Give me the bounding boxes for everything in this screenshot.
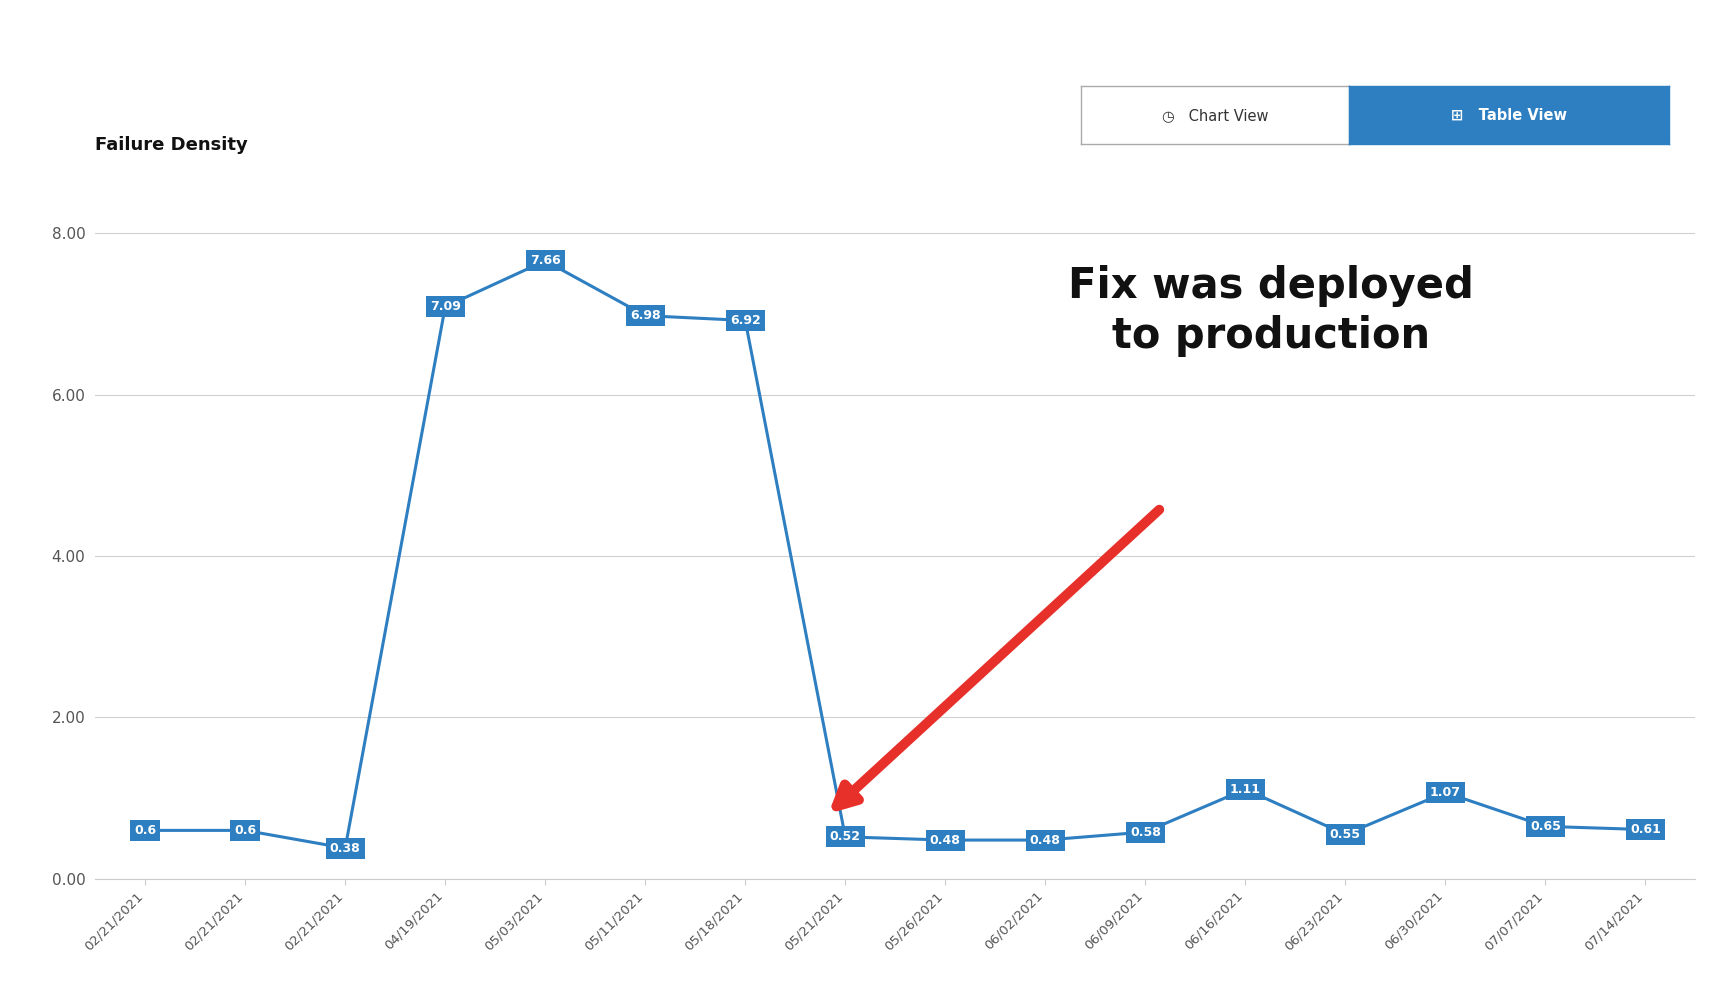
Text: 0.38: 0.38 <box>330 842 360 855</box>
Text: Performance Visualization: Performance Visualization <box>21 18 432 47</box>
Text: ⊞   Table View: ⊞ Table View <box>1451 107 1567 123</box>
Text: 0.6: 0.6 <box>135 824 156 837</box>
Text: 0.58: 0.58 <box>1130 825 1161 838</box>
Text: 0.55: 0.55 <box>1330 828 1362 841</box>
Text: 0.6: 0.6 <box>234 824 256 837</box>
Text: 0.61: 0.61 <box>1630 823 1661 836</box>
Text: Datasets  ▾: Datasets ▾ <box>1554 24 1656 43</box>
Text: 6.92: 6.92 <box>730 314 761 327</box>
Text: 7.09: 7.09 <box>429 300 460 313</box>
Text: 0.48: 0.48 <box>929 833 960 847</box>
Text: 1.11: 1.11 <box>1230 782 1261 795</box>
Text: 0.65: 0.65 <box>1529 820 1560 833</box>
Text: Failure Density: Failure Density <box>95 136 247 154</box>
Text: 7.66: 7.66 <box>529 254 561 267</box>
Text: Fix was deployed
to production: Fix was deployed to production <box>1069 265 1474 356</box>
Text: 6.98: 6.98 <box>630 309 661 322</box>
FancyArrowPatch shape <box>836 509 1159 806</box>
Text: 1.07: 1.07 <box>1431 786 1460 799</box>
Text: 0.48: 0.48 <box>1029 833 1060 847</box>
Text: 0.52: 0.52 <box>830 830 862 843</box>
Text: ◷   Chart View: ◷ Chart View <box>1163 107 1268 123</box>
